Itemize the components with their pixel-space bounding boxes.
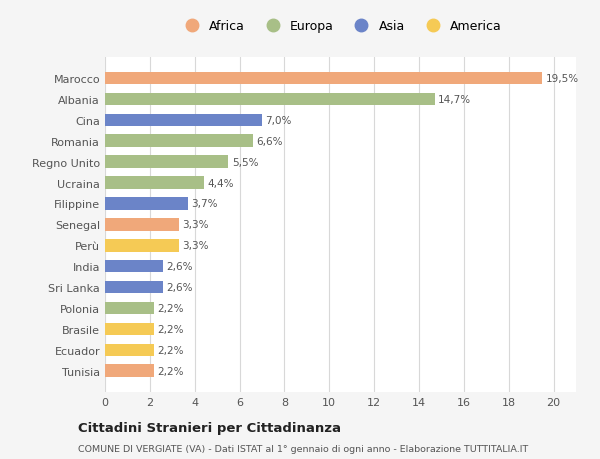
Text: Cittadini Stranieri per Cittadinanza: Cittadini Stranieri per Cittadinanza [78, 421, 341, 434]
Bar [105, 114, 262, 127]
Bar [105, 73, 542, 85]
Bar [105, 135, 253, 148]
Bar [105, 218, 179, 231]
Bar [105, 302, 154, 314]
Text: 3,3%: 3,3% [182, 220, 209, 230]
Text: 6,6%: 6,6% [256, 136, 283, 146]
Bar [105, 156, 229, 168]
Text: COMUNE DI VERGIATE (VA) - Dati ISTAT al 1° gennaio di ogni anno - Elaborazione T: COMUNE DI VERGIATE (VA) - Dati ISTAT al … [78, 444, 528, 453]
Text: 19,5%: 19,5% [546, 74, 579, 84]
Bar [105, 260, 163, 273]
Bar [105, 94, 434, 106]
Text: 4,4%: 4,4% [207, 178, 233, 188]
Bar [105, 323, 154, 336]
Text: 2,6%: 2,6% [167, 282, 193, 292]
Bar [105, 177, 203, 190]
Text: 2,6%: 2,6% [167, 262, 193, 272]
Bar [105, 365, 154, 377]
Text: 14,7%: 14,7% [438, 95, 471, 105]
Text: 2,2%: 2,2% [158, 324, 184, 334]
Bar [105, 240, 179, 252]
Text: 5,5%: 5,5% [232, 157, 258, 168]
Text: 3,3%: 3,3% [182, 241, 209, 251]
Text: 2,2%: 2,2% [158, 366, 184, 376]
Text: 3,7%: 3,7% [191, 199, 218, 209]
Bar [105, 281, 163, 294]
Bar [105, 344, 154, 356]
Text: 7,0%: 7,0% [265, 116, 292, 126]
Legend: Africa, Europa, Asia, America: Africa, Europa, Asia, America [179, 20, 502, 33]
Bar [105, 198, 188, 210]
Text: 2,2%: 2,2% [158, 345, 184, 355]
Text: 2,2%: 2,2% [158, 303, 184, 313]
